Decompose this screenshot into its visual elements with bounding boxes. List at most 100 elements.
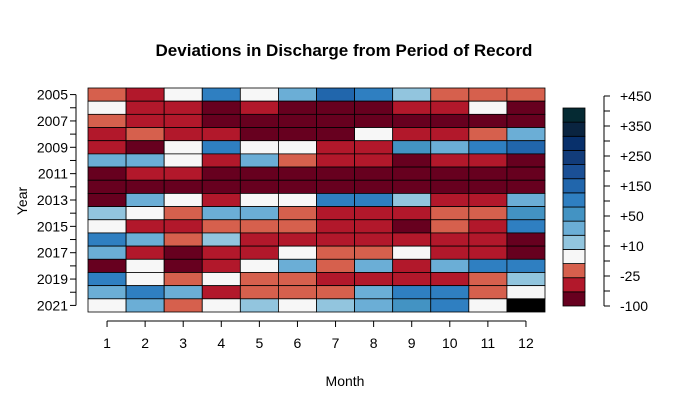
legend-swatch [562, 234, 586, 250]
heatmap-cell-2007-m10 [430, 113, 470, 128]
heatmap-cell-2009-m10 [430, 140, 470, 155]
heatmap-cell-2005-m6 [278, 87, 317, 102]
heatmap-cell-2009-m1 [87, 140, 127, 155]
legend-swatch [562, 107, 586, 123]
heatmap-cell-2020-m3 [163, 285, 203, 300]
heatmap-cell-2014-m11 [468, 206, 508, 221]
heatmap-cell-2013-m5 [239, 193, 279, 207]
heatmap-cell-2008-m4 [201, 127, 241, 142]
heatmap-cell-2016-m2 [125, 232, 165, 247]
heatmap-cell-2015-m9 [392, 219, 432, 234]
heatmap-cell-2007-m12 [506, 113, 546, 128]
heatmap-cell-2011-m7 [316, 166, 355, 181]
heatmap-cell-2007-m7 [316, 113, 355, 128]
heatmap-cell-2018-m4 [201, 258, 241, 273]
legend-swatch [562, 121, 586, 137]
heatmap-cell-2010-m8 [354, 153, 394, 168]
legend-swatch [562, 206, 586, 222]
x-tick-label: 5 [255, 335, 263, 351]
heatmap-cell-2007-m2 [125, 113, 165, 128]
heatmap-cell-2012-m5 [239, 179, 279, 194]
heatmap-cell-2012-m1 [87, 179, 127, 194]
heatmap-cell-2012-m8 [354, 179, 394, 194]
heatmap-cell-2017-m5 [239, 245, 279, 260]
heatmap-cell-2009-m6 [278, 140, 317, 155]
x-axis-label: Month [326, 373, 365, 389]
heatmap-cell-2006-m2 [125, 100, 165, 115]
heatmap-cell-2006-m6 [278, 100, 317, 115]
heatmap-cell-2007-m3 [163, 113, 203, 128]
y-axis: 2005 2007 2009 2011 2013 2015 2017 2019 2021 [37, 87, 77, 313]
heatmap-cell-2017-m11 [468, 245, 508, 260]
heatmap-cell-2008-m3 [163, 127, 203, 142]
y-tick-label: 2011 [38, 166, 68, 182]
heatmap-cell-2009-m2 [125, 140, 165, 155]
heatmap-cell-2013-m2 [125, 193, 165, 207]
heatmap-cell-2014-m5 [239, 206, 279, 221]
x-tick-label: 6 [294, 335, 302, 351]
heatmap-cell-2013-m4 [201, 193, 241, 207]
legend-tick-label: -25 [620, 268, 640, 284]
heatmap-cell-2016-m6 [278, 232, 317, 247]
heatmap-cell-2015-m2 [125, 219, 165, 234]
heatmap-cell-2019-m11 [468, 272, 508, 287]
heatmap-cell-2010-m1 [87, 153, 127, 168]
heatmap-cell-2017-m6 [278, 245, 317, 260]
heatmap-cell-2009-m12 [506, 140, 546, 155]
legend-tick-label: +450 [620, 88, 652, 104]
heatmap-cell-2008-m7 [316, 127, 355, 142]
heatmap-cell-2020-m8 [354, 285, 394, 300]
heatmap-cell-2015-m12 [506, 219, 546, 234]
heatmap-cell-2016-m4 [201, 232, 241, 247]
legend-tick-label: -100 [620, 298, 648, 314]
heatmap-cell-2019-m7 [316, 272, 355, 287]
heatmap-cell-2009-m8 [354, 140, 394, 155]
heatmap-cell-2011-m1 [87, 166, 127, 181]
heatmap-cell-2006-m9 [392, 100, 432, 115]
heatmap-cell-2007-m11 [468, 113, 508, 128]
heatmap-cell-2006-m4 [201, 100, 241, 115]
heatmap-cell-2018-m12 [506, 258, 546, 273]
x-tick-label: 3 [179, 335, 187, 351]
heatmap-cell-2019-m8 [354, 272, 394, 287]
legend-swatch [562, 135, 586, 151]
heatmap-cell-2007-m1 [87, 113, 127, 128]
heatmap-cell-2018-m9 [392, 258, 432, 273]
heatmap-cell-2021-m10 [430, 298, 470, 313]
heatmap-cell-2011-m4 [201, 166, 241, 181]
heatmap-cell-2012-m2 [125, 179, 165, 194]
heatmap-cell-2005-m1 [87, 87, 127, 102]
heatmap-cell-2015-m5 [239, 219, 279, 234]
heatmap-cell-2008-m12 [506, 127, 546, 142]
legend-swatch [562, 291, 586, 307]
heatmap-cell-2010-m11 [468, 153, 508, 168]
heatmap-cell-2013-m7 [316, 193, 355, 207]
heatmap-cell-2017-m1 [87, 245, 127, 260]
heatmap-cell-2008-m6 [278, 127, 317, 142]
heatmap-cell-2013-m6 [278, 193, 317, 207]
y-tick-label: 2005 [37, 87, 68, 103]
heatmap-cell-2021-m8 [354, 298, 394, 313]
legend-tick-label: +150 [620, 178, 652, 194]
color-legend: -100 -25 +10 +50 +150 +250 +350 +450 [562, 88, 652, 314]
heatmap-cell-2018-m7 [316, 258, 355, 273]
heatmap-cell-2010-m6 [278, 153, 317, 168]
heatmap-cell-2016-m9 [392, 232, 432, 247]
heatmap-cell-2018-m6 [278, 258, 317, 273]
heatmap-cell-2006-m10 [430, 100, 470, 115]
heatmap-cell-2018-m2 [125, 258, 165, 273]
heatmap-cell-2017-m4 [201, 245, 241, 260]
heatmap-cell-2019-m10 [430, 272, 470, 287]
heatmap-cell-2006-m7 [316, 100, 355, 115]
heatmap-cell-2020-m10 [430, 285, 470, 300]
chart-title: Deviations in Discharge from Period of R… [156, 41, 533, 60]
heatmap-cell-2014-m6 [278, 206, 317, 221]
heatmap-cell-2009-m3 [163, 140, 203, 155]
heatmap-cell-2012-m9 [392, 179, 432, 194]
heatmap-cell-2018-m3 [163, 258, 203, 273]
heatmap-cell-2010-m3 [163, 153, 203, 168]
heatmap-cell-2017-m3 [163, 245, 203, 260]
heatmap-cell-2012-m12 [506, 179, 546, 194]
heatmap-cell-2015-m6 [278, 219, 317, 234]
heatmap-cell-2016-m10 [430, 232, 470, 247]
